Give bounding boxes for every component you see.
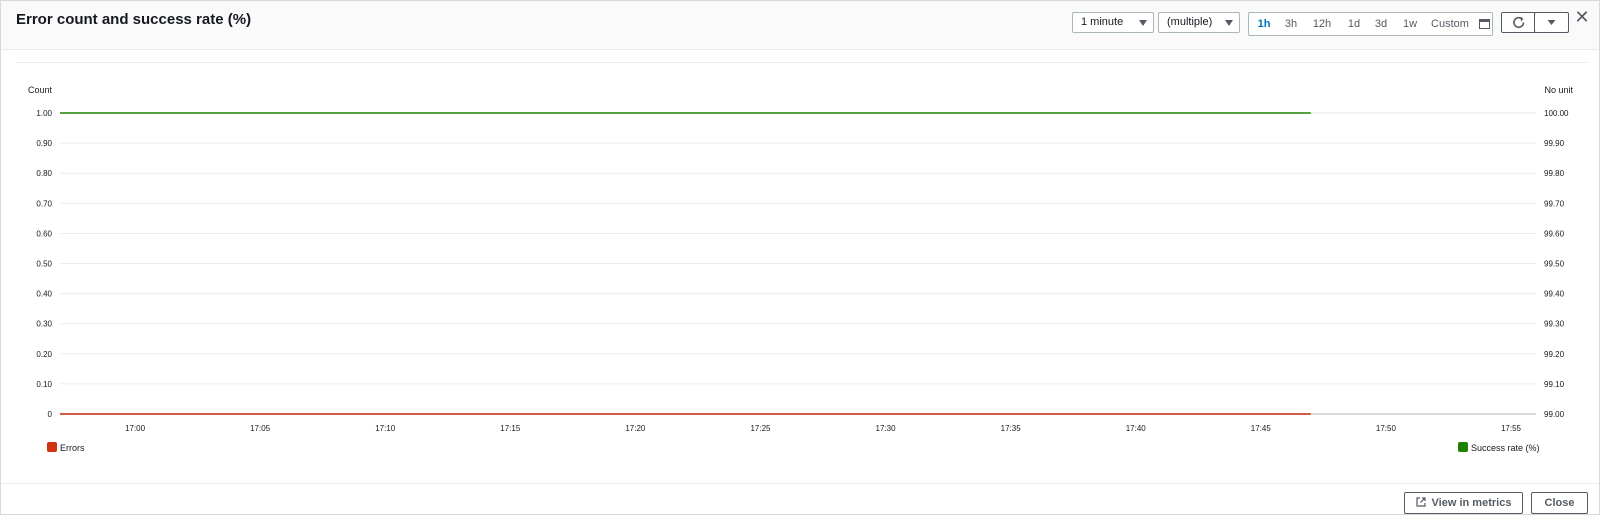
legend-success-label: Success rate (%)	[1471, 443, 1540, 453]
y-right-tick-label: 99.50	[1544, 260, 1565, 269]
x-tick-label: 17:05	[250, 424, 271, 433]
period-select[interactable]: 1 minute	[1072, 12, 1154, 33]
legend-errors-label: Errors	[60, 443, 85, 453]
x-tick-label: 17:15	[500, 424, 521, 433]
close-button[interactable]: Close	[1531, 492, 1588, 514]
x-tick-label: 17:30	[876, 424, 897, 433]
x-tick-label: 17:55	[1501, 424, 1522, 433]
widget-title: Error count and success rate (%)	[16, 11, 252, 28]
view-in-metrics-button[interactable]: View in metrics	[1404, 492, 1523, 514]
period-select-value: 1 minute	[1081, 16, 1124, 28]
x-ticks: 17:00 17:05 17:10 17:15 17:20 17:25 17:30 17:35…	[125, 424, 1522, 433]
x-tick-label: 17:20	[625, 424, 646, 433]
y-left-tick-label: 1.00	[36, 109, 52, 118]
y-left-tick-label: 0	[48, 410, 53, 419]
footer-divider	[1, 483, 1599, 484]
x-tick-label: 17:40	[1126, 424, 1147, 433]
y-left-tick-label: 0.80	[36, 169, 52, 178]
close-icon[interactable]: ✕	[1574, 7, 1590, 27]
y-right-ticks: 100.00 99.90 99.80 99.70 99.60 99.50 99.40 99.3…	[1544, 109, 1569, 419]
refresh-button[interactable]	[1501, 12, 1537, 33]
range-1h[interactable]: 1h	[1257, 18, 1271, 30]
chart-grid	[60, 112, 1536, 415]
y-right-tick-label: 99.00	[1544, 410, 1565, 419]
line-chart: Count No unit 1.00 0.90 0.80 0.70 0.60 0.50 0.…	[28, 85, 1573, 453]
y-left-axis-label: Count	[28, 85, 53, 95]
y-left-tick-label: 0.40	[36, 290, 52, 299]
y-left-tick-label: 0.20	[36, 350, 52, 359]
y-right-tick-label: 99.10	[1544, 380, 1565, 389]
range-1w[interactable]: 1w	[1402, 18, 1418, 30]
chevron-down-icon	[1225, 20, 1233, 26]
y-right-tick-label: 99.70	[1544, 199, 1565, 208]
x-tick-label: 17:50	[1376, 424, 1397, 433]
y-right-tick-label: 100.00	[1544, 109, 1569, 118]
calendar-icon[interactable]	[1479, 19, 1490, 29]
y-left-tick-label: 0.10	[36, 380, 52, 389]
view-in-metrics-label: View in metrics	[1431, 497, 1512, 509]
y-left-tick-label: 0.70	[36, 199, 52, 208]
y-right-axis-label: No unit	[1544, 85, 1573, 95]
time-range-selector: 1h 3h 12h 1d 3d 1w Custom	[1248, 12, 1493, 36]
legend-success-swatch	[1458, 442, 1468, 452]
y-right-tick-label: 99.80	[1544, 169, 1565, 178]
y-right-tick-label: 99.20	[1544, 350, 1565, 359]
refresh-icon	[1513, 16, 1525, 29]
caret-down-icon	[1547, 20, 1556, 25]
external-link-icon	[1415, 497, 1426, 507]
y-right-tick-label: 99.60	[1544, 229, 1565, 238]
y-right-tick-label: 99.30	[1544, 320, 1565, 329]
statistic-select-value: (multiple)	[1167, 16, 1213, 28]
x-tick-label: 17:25	[750, 424, 771, 433]
header-divider	[15, 62, 1588, 63]
range-3d[interactable]: 3d	[1374, 18, 1388, 30]
y-right-tick-label: 99.90	[1544, 139, 1565, 148]
range-custom[interactable]: Custom	[1431, 18, 1469, 30]
legend-errors-swatch	[47, 442, 57, 452]
x-tick-label: 17:00	[125, 424, 146, 433]
range-3h[interactable]: 3h	[1284, 18, 1298, 30]
chevron-down-icon	[1139, 20, 1147, 26]
y-left-ticks: 1.00 0.90 0.80 0.70 0.60 0.50 0.40 0.30 0.20 0.10…	[36, 109, 52, 419]
x-tick-label: 17:10	[375, 424, 396, 433]
x-tick-label: 17:35	[1001, 424, 1022, 433]
y-left-tick-label: 0.50	[36, 260, 52, 269]
x-tick-label: 17:45	[1251, 424, 1272, 433]
y-right-tick-label: 99.40	[1544, 290, 1565, 299]
y-left-tick-label: 0.90	[36, 139, 52, 148]
range-1d[interactable]: 1d	[1347, 18, 1361, 30]
statistic-select[interactable]: (multiple)	[1158, 12, 1240, 33]
close-button-label: Close	[1544, 497, 1575, 509]
y-left-tick-label: 0.60	[36, 229, 52, 238]
modal-header: Error count and success rate (%) 1 minut…	[1, 1, 1599, 50]
y-left-tick-label: 0.30	[36, 320, 52, 329]
chart-series	[60, 112, 1311, 415]
actions-dropdown-button[interactable]	[1534, 12, 1569, 33]
range-12h[interactable]: 12h	[1312, 18, 1332, 30]
